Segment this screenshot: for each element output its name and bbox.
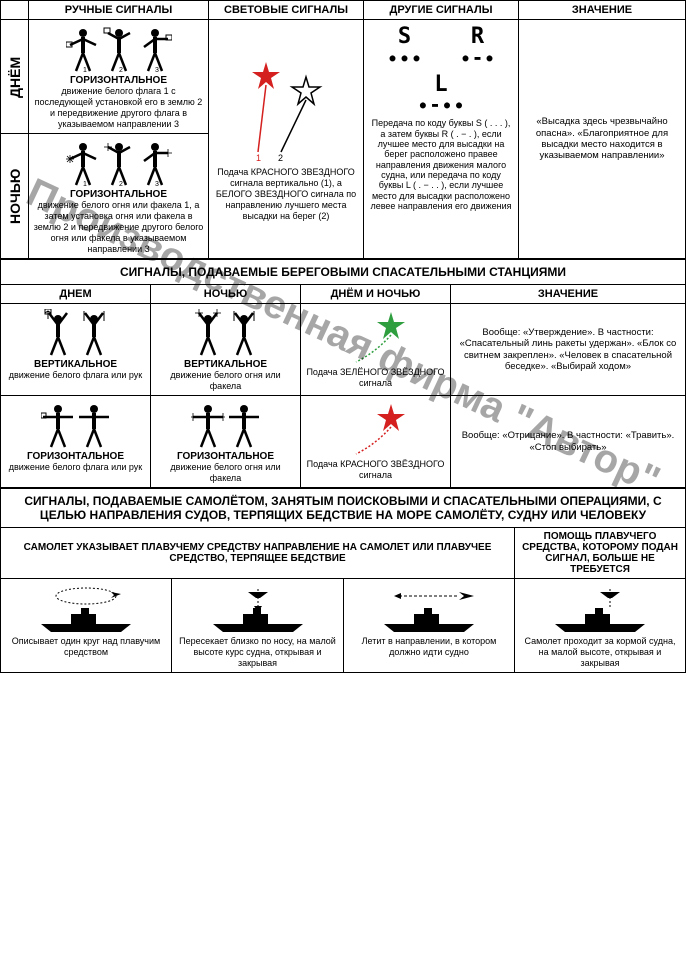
s2r2c2-t: ГОРИЗОНТАЛЬНОЕ [155,451,296,462]
horiz-flag-icon [41,401,75,449]
header-manual: РУЧНЫЕ СИГНАЛЫ [29,1,209,20]
morse-l-dots: ● ▬ ● ● [420,100,462,111]
star-signals-icon: 1 2 [236,57,336,167]
side-night: НОЧЬЮ [1,134,29,259]
ship-cross-icon [198,584,318,634]
s2r1c1-t: ВЕРТИКАЛЬНОЕ [5,359,146,370]
ship2-desc: Пересекает близко по носу, на малой высо… [179,636,336,668]
figure-flag-2: 2 [102,25,136,73]
day-figures: 1 2 3 [33,25,204,73]
s2r1c2-d: движение белого огня или факела [170,370,280,391]
cell-other: S ● ● ● R ● ▬ ● L ● ▬ ● ● Передача по коду … [364,20,519,259]
night-figures: 1 2 3 [33,139,204,187]
ship-behind-icon [540,584,660,634]
figure-light-3: 3 [138,139,172,187]
svg-text:3: 3 [155,67,159,73]
night-manual-desc: движение белого огня или факела 1, а зат… [34,200,204,254]
ship-direction-icon [369,584,489,634]
svg-text:1: 1 [83,67,87,73]
header-other: ДРУГИЕ СИГНАЛЫ [364,1,519,20]
figure-flag-1: 1 [66,25,100,73]
header-meaning: ЗНАЧЕНИЕ [519,1,686,20]
side-day: ДНЁМ [1,20,29,134]
horiz-light-icon [191,401,225,449]
ship-cell-3: Летит в направлении, в котором должно ид… [344,579,515,673]
green-star-icon [336,307,416,367]
s2r1-meaning: Вообще: «Утверждение». В частности: «Спа… [451,304,686,396]
s2r2c1: ГОРИЗОНТАЛЬНОЕ движение белого флага или… [1,396,151,488]
ship4-desc: Самолет проходит за кормой судна, на мал… [525,636,676,668]
s2r2c1-t: ГОРИЗОНТАЛЬНОЕ [5,451,146,462]
s2-h3: ДНЁМ И НОЧЬЮ [301,285,451,304]
s2-h4: ЗНАЧЕНИЕ [451,285,686,304]
s2r1c1-d: движение белого флага или рук [9,370,143,380]
red-star-icon [336,399,416,459]
ship-cell-2: Пересекает близко по носу, на малой высо… [172,579,344,673]
s2r1c3: Подача ЗЕЛЁНОГО ЗВЁЗДНОГО сигнала [301,304,451,396]
cell-meaning1: «Высадка здесь чрезвычайно опасна». «Бла… [519,20,686,259]
cell-light: 1 2 Подача КРАСНОГО ЗВЕЗДНОГО сигнала ве… [209,20,364,259]
light-desc: Подача КРАСНОГО ЗВЕЗДНОГО сигнала вертик… [216,167,356,221]
svg-text:1: 1 [83,181,87,187]
s2r2c2-d: движение белого огня или факела [170,462,280,483]
morse-l: L [434,72,447,97]
blank-header [1,1,29,20]
s2r1c2-t: ВЕРТИКАЛЬНОЕ [155,359,296,370]
morse-r-dots: ● ▬ ● [462,53,492,64]
svg-text:2: 2 [278,153,283,163]
s2r2c3-d: сигнала [359,470,392,480]
figure-light-2: 2 [102,139,136,187]
sec3-sub-right: ПОМОЩЬ ПЛАВУЧЕГО СРЕДСТВА, КОТОРОМУ ПОДА… [515,528,686,579]
s2-h2: НОЧЬЮ [151,285,301,304]
s2r2c3-t: Подача КРАСНОГО ЗВЁЗДНОГО [307,459,445,469]
header-light: СВЕТОВЫЕ СИГНАЛЫ [209,1,364,20]
morse-block: S ● ● ● R ● ▬ ● L ● ▬ ● ● [368,23,514,112]
section1-table: РУЧНЫЕ СИГНАЛЫ СВЕТОВЫЕ СИГНАЛЫ ДРУГИЕ С… [0,0,686,259]
ship1-desc: Описывает один круг над плавучим средств… [12,636,160,657]
ship3-desc: Летит в направлении, в котором должно ид… [362,636,497,657]
vert-arms-icon [77,309,111,357]
figure-flag-3: 3 [138,25,172,73]
s2r1c3-d: сигнала [359,378,392,388]
ship-cell-4: Самолет проходит за кормой судна, на мал… [515,579,686,673]
s2r2-meaning: Вообще: «Отрицание». В частности: «Трави… [451,396,686,488]
horiz-arms-icon [77,401,111,449]
s2r2c3: Подача КРАСНОГО ЗВЁЗДНОГО сигнала [301,396,451,488]
horiz-light-icon-2 [227,401,261,449]
vert-light-icon-2 [227,309,261,357]
ship-cell-1: Описывает один круг над плавучим средств… [1,579,172,673]
day-manual-desc: движение белого флага 1 с последующей ус… [35,86,203,129]
s2-h1: ДНЕМ [1,285,151,304]
s2r2c2: ГОРИЗОНТАЛЬНОЕ движение белого огня или … [151,396,301,488]
section3-title: СИГНАЛЫ, ПОДАВАЕМЫЕ САМОЛЁТОМ, ЗАНЯТЫМ П… [1,489,686,528]
section2-table: СИГНАЛЫ, ПОДАВАЕМЫЕ БЕРЕГОВЫМИ СПАСАТЕЛЬ… [0,259,686,488]
cell-day-manual: 1 2 3 ГОРИЗОНТАЛЬНОЕ движение белого фла… [29,20,209,134]
svg-text:2: 2 [119,181,123,187]
night-manual-title: ГОРИЗОНТАЛЬНОЕ [33,189,204,200]
svg-text:2: 2 [119,67,123,73]
morse-r: R [471,24,484,49]
morse-s: S [398,24,411,49]
figure-light-1: 1 [66,139,100,187]
sec3-sub-left: САМОЛЕТ УКАЗЫВАЕТ ПЛАВУЧЕМУ СРЕДСТВУ НАП… [1,528,515,579]
s2r1c1: ВЕРТИКАЛЬНОЕ движение белого флага или р… [1,304,151,396]
vert-flag-icon [41,309,75,357]
section2-title: СИГНАЛЫ, ПОДАВАЕМЫЕ БЕРЕГОВЫМИ СПАСАТЕЛЬ… [1,260,686,285]
cell-night-manual: 1 2 3 ГОРИЗОНТАЛЬНОЕ движение белого огн… [29,134,209,259]
section3-table: СИГНАЛЫ, ПОДАВАЕМЫЕ САМОЛЁТОМ, ЗАНЯТЫМ П… [0,488,686,673]
s2r2c1-d: движение белого флага или рук [9,462,143,472]
signals-chart: Производственная фирма "Автор" РУЧНЫЕ СИ… [0,0,686,673]
svg-text:1: 1 [256,153,261,163]
s2r1c2: ВЕРТИКАЛЬНОЕ движение белого огня или фа… [151,304,301,396]
vert-light-icon [191,309,225,357]
ship-circle-icon [26,584,146,634]
s2r1c3-t: Подача ЗЕЛЁНОГО ЗВЁЗДНОГО [306,367,444,377]
morse-s-dots: ● ● ● [389,53,419,64]
other-desc: Передача по коду буквы S ( . . . ), а за… [368,118,514,211]
day-manual-title: ГОРИЗОНТАЛЬНОЕ [33,75,204,86]
svg-text:3: 3 [155,181,159,187]
